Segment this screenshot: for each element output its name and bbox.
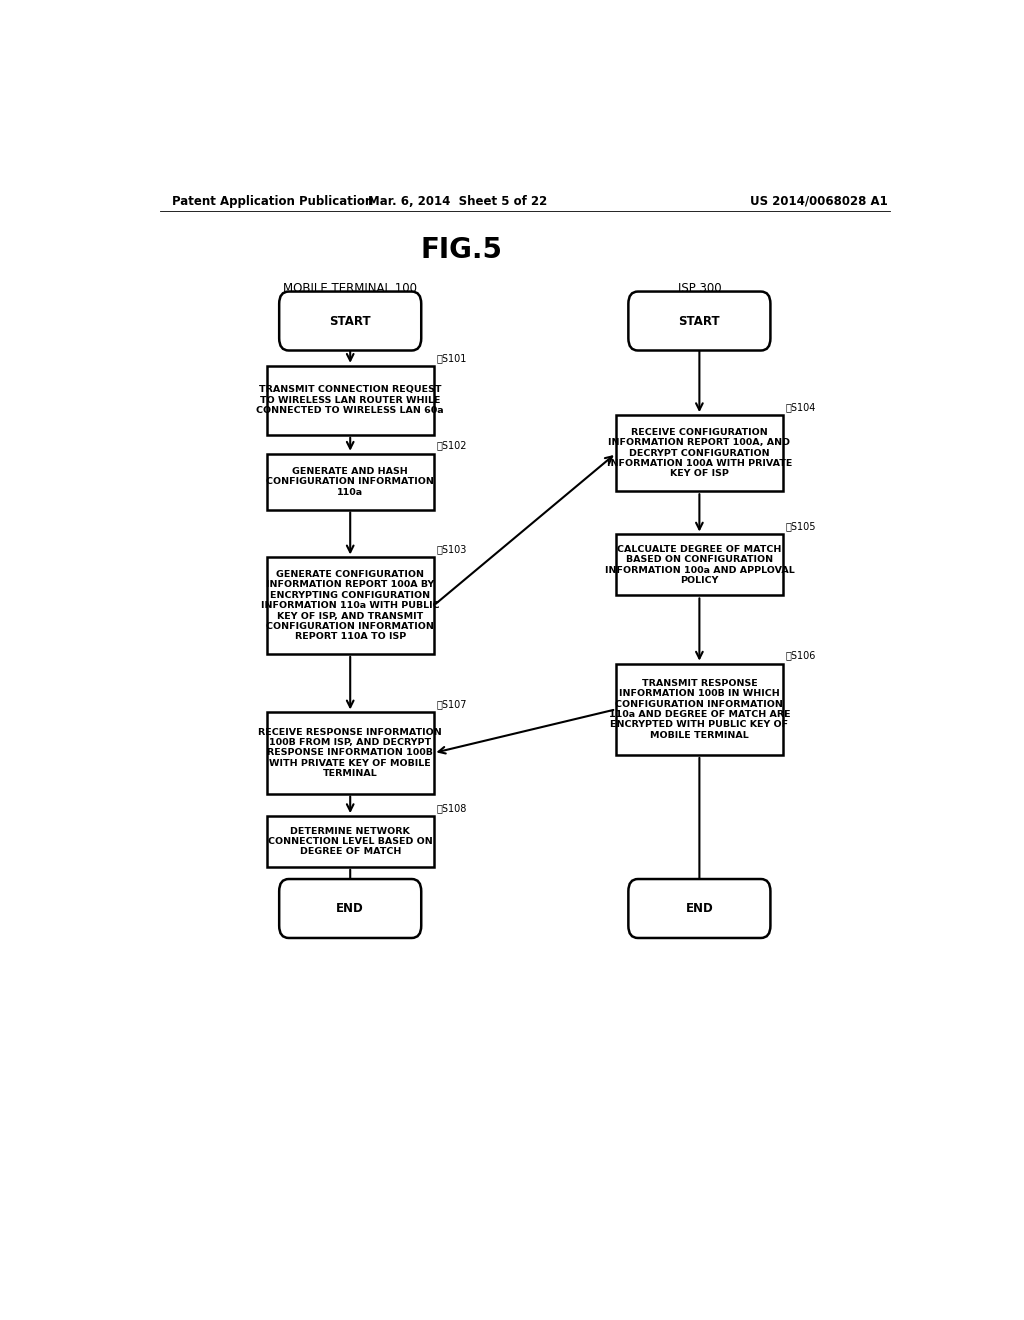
Text: US 2014/0068028 A1: US 2014/0068028 A1 <box>750 194 888 207</box>
Text: ゙S108: ゙S108 <box>436 803 467 813</box>
FancyBboxPatch shape <box>616 414 782 491</box>
Text: FIG.5: FIG.5 <box>420 236 503 264</box>
FancyBboxPatch shape <box>267 454 433 510</box>
Text: START: START <box>679 314 720 327</box>
Text: ISP 300: ISP 300 <box>678 282 721 294</box>
Text: GENERATE CONFIGURATION
INFORMATION REPORT 100A BY
ENCRYPTING CONFIGURATION
INFOR: GENERATE CONFIGURATION INFORMATION REPOR… <box>261 570 439 642</box>
FancyBboxPatch shape <box>629 879 770 939</box>
FancyBboxPatch shape <box>616 535 782 595</box>
FancyBboxPatch shape <box>267 816 433 867</box>
Text: END: END <box>685 902 714 915</box>
Text: MOBILE TERMINAL 100: MOBILE TERMINAL 100 <box>284 282 417 294</box>
FancyBboxPatch shape <box>267 366 433 434</box>
Text: ゙S102: ゙S102 <box>436 441 467 450</box>
FancyBboxPatch shape <box>280 292 421 351</box>
Text: ゙S101: ゙S101 <box>436 352 467 363</box>
FancyBboxPatch shape <box>267 713 433 793</box>
FancyBboxPatch shape <box>616 664 782 755</box>
Text: CALCUALTE DEGREE OF MATCH
BASED ON CONFIGURATION
INFORMATION 100a AND APPLOVAL
P: CALCUALTE DEGREE OF MATCH BASED ON CONFI… <box>604 545 795 585</box>
Text: ゙S104: ゙S104 <box>785 403 816 412</box>
Text: Mar. 6, 2014  Sheet 5 of 22: Mar. 6, 2014 Sheet 5 of 22 <box>368 194 547 207</box>
Text: DETERMINE NETWORK
CONNECTION LEVEL BASED ON
DEGREE OF MATCH: DETERMINE NETWORK CONNECTION LEVEL BASED… <box>268 826 432 857</box>
FancyBboxPatch shape <box>629 292 770 351</box>
FancyBboxPatch shape <box>280 879 421 939</box>
Text: END: END <box>336 902 365 915</box>
Text: ゙S107: ゙S107 <box>436 700 467 709</box>
Text: GENERATE AND HASH
CONFIGURATION INFORMATION
110a: GENERATE AND HASH CONFIGURATION INFORMAT… <box>266 467 434 496</box>
FancyBboxPatch shape <box>267 557 433 653</box>
Text: START: START <box>330 314 371 327</box>
Text: Patent Application Publication: Patent Application Publication <box>172 194 373 207</box>
Text: ゙S103: ゙S103 <box>436 544 467 554</box>
Text: ゙S105: ゙S105 <box>785 521 816 532</box>
Text: TRANSMIT RESPONSE
INFORMATION 100B IN WHICH
CONFIGURATION INFORMATION
110a AND D: TRANSMIT RESPONSE INFORMATION 100B IN WH… <box>608 678 791 739</box>
Text: RECEIVE RESPONSE INFORMATION
100B FROM ISP, AND DECRYPT
RESPONSE INFORMATION 100: RECEIVE RESPONSE INFORMATION 100B FROM I… <box>258 727 442 779</box>
Text: RECEIVE CONFIGURATION
INFORMATION REPORT 100A, AND
DECRYPT CONFIGURATION
INFORMA: RECEIVE CONFIGURATION INFORMATION REPORT… <box>606 428 793 478</box>
Text: TRANSMIT CONNECTION REQUEST
TO WIRELESS LAN ROUTER WHILE
CONNECTED TO WIRELESS L: TRANSMIT CONNECTION REQUEST TO WIRELESS … <box>256 385 444 416</box>
Text: ゙S106: ゙S106 <box>785 651 816 660</box>
